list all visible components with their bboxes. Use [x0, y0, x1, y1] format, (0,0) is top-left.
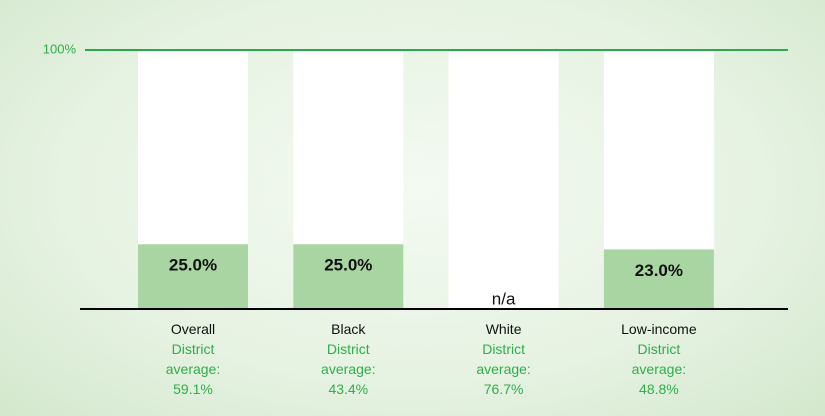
district-average-label: District average: [165, 341, 221, 377]
category-label: Black [331, 321, 366, 337]
bar-track [448, 50, 559, 309]
bar [293, 244, 404, 309]
value-label: 25.0% [324, 256, 372, 275]
value-label: n/a [492, 289, 516, 308]
category-label-group: White District average: 76.7% [449, 319, 559, 399]
category-label: Overall [170, 321, 216, 337]
district-average-label: District average: [321, 341, 376, 377]
district-average-value: 43.4% [328, 381, 369, 397]
category-label-group: Low-income District average: 48.8% [604, 319, 714, 399]
district-average-value: 48.8% [639, 381, 679, 397]
district-average-value: 59.1% [173, 381, 213, 397]
category-label-group: Overall District average: 59.1% [138, 319, 248, 399]
district-average-value: 76.7% [483, 381, 524, 397]
value-label: 23.0% [635, 261, 683, 280]
category-label: Low-income [621, 321, 697, 337]
category-label: White [485, 321, 522, 337]
value-label: 25.0% [169, 256, 217, 275]
district-average-label: District average: [631, 341, 687, 377]
category-label-group: Black District average: 43.4% [293, 319, 403, 399]
bar [603, 249, 714, 309]
district-average-label: District average: [476, 341, 531, 377]
y-tick-label: 100% [43, 41, 77, 56]
bar [138, 244, 248, 309]
